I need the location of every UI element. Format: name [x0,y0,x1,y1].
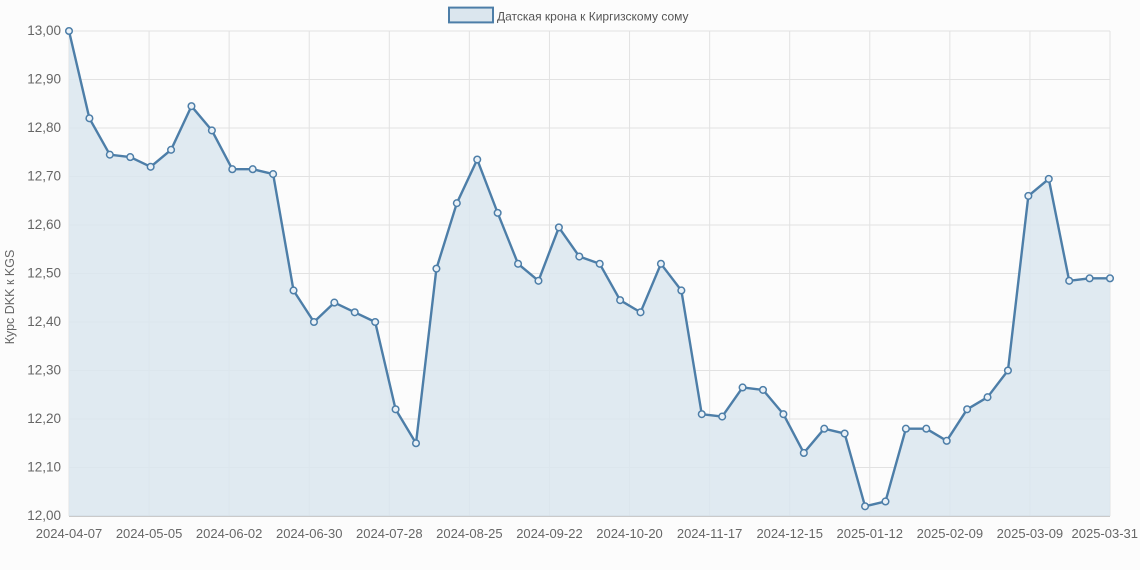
svg-text:2024-11-17: 2024-11-17 [677,526,743,541]
svg-text:2024-05-05: 2024-05-05 [116,526,183,541]
svg-text:Курс DKK к KGS: Курс DKK к KGS [3,250,17,345]
svg-text:2025-01-12: 2025-01-12 [837,526,904,541]
svg-text:2025-02-09: 2025-02-09 [917,526,984,541]
svg-text:12,50: 12,50 [27,266,61,281]
svg-text:2024-09-22: 2024-09-22 [516,526,583,541]
svg-text:2024-12-15: 2024-12-15 [756,526,823,541]
svg-text:2024-07-28: 2024-07-28 [356,526,423,541]
svg-text:12,00: 12,00 [27,508,61,523]
svg-text:2024-04-07: 2024-04-07 [36,526,103,541]
svg-text:2024-06-30: 2024-06-30 [276,526,343,541]
svg-text:2025-03-31: 2025-03-31 [1072,526,1139,541]
svg-text:Датская крона к Киргизскому со: Датская крона к Киргизскому сому [497,10,689,24]
svg-text:12,30: 12,30 [27,363,61,378]
svg-text:2024-10-20: 2024-10-20 [596,526,663,541]
svg-text:13,00: 13,00 [27,23,61,38]
svg-text:12,20: 12,20 [27,411,61,426]
svg-text:2024-08-25: 2024-08-25 [436,526,503,541]
svg-text:12,40: 12,40 [27,314,61,329]
svg-text:2024-06-02: 2024-06-02 [196,526,263,541]
svg-text:2025-03-09: 2025-03-09 [997,526,1064,541]
svg-text:12,90: 12,90 [27,72,61,87]
svg-text:12,80: 12,80 [27,120,61,135]
svg-text:12,70: 12,70 [27,169,61,184]
svg-text:12,60: 12,60 [27,217,61,232]
svg-text:12,10: 12,10 [27,460,61,475]
